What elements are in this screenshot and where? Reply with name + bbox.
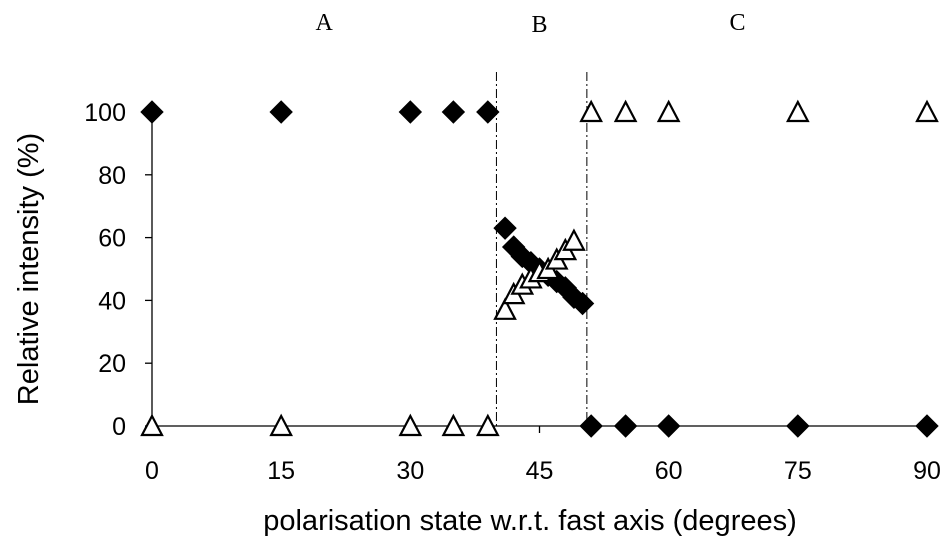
y-tick-label: 60 [98, 225, 126, 253]
diamond-point [269, 100, 293, 124]
x-tick-label: 60 [655, 457, 683, 485]
triangle-point [579, 99, 603, 123]
diamond-point [579, 414, 603, 438]
x-tick-label: 45 [526, 457, 554, 485]
triangle-point [493, 297, 517, 320]
x-tick-label: 90 [913, 457, 941, 485]
y-tick-label: 100 [84, 99, 126, 127]
region-label-c: C [730, 10, 746, 36]
x-tick-label: 15 [267, 457, 295, 485]
triangle-point [140, 413, 164, 437]
y-ticks: 0 20 40 60 80 100 [84, 99, 152, 441]
x-axis-title: polarisation state w.r.t. fast axis (deg… [263, 505, 797, 537]
triangle-point [656, 99, 681, 123]
diamond-point [476, 100, 500, 124]
triangle-point [441, 413, 466, 437]
y-tick-label: 0 [112, 413, 126, 441]
diamond-point [140, 100, 164, 124]
diamond-point [441, 100, 466, 124]
triangle-point [786, 99, 810, 123]
diamond-point [398, 100, 423, 124]
diamond-point [915, 414, 939, 438]
diamond-point [613, 414, 638, 438]
diamond-point [493, 216, 517, 240]
region-boundaries [495, 72, 588, 426]
triangle-point [476, 413, 500, 437]
triangle-point [915, 99, 939, 123]
triangle-point [613, 99, 638, 123]
triangle-point [269, 413, 293, 437]
x-tick-label: 0 [145, 457, 159, 485]
y-tick-label: 80 [98, 162, 126, 190]
x-tick-label: 75 [784, 457, 812, 485]
y-tick-label: 40 [98, 287, 126, 315]
y-axis-title: Relative intensity (%) [13, 133, 45, 405]
x-tick-label: 30 [396, 457, 424, 485]
region-label-a: A [316, 10, 334, 36]
diamond-point [570, 291, 595, 316]
diamond-point [786, 414, 810, 438]
triangle-point [398, 413, 423, 437]
x-ticks: 0 15 30 45 60 75 90 [145, 426, 941, 485]
diamond-point [656, 414, 681, 438]
y-tick-label: 20 [98, 350, 126, 378]
triangle-point [562, 228, 586, 251]
data-marks [140, 99, 939, 438]
region-labels: A B C [316, 10, 746, 38]
region-label-b: B [531, 12, 547, 38]
